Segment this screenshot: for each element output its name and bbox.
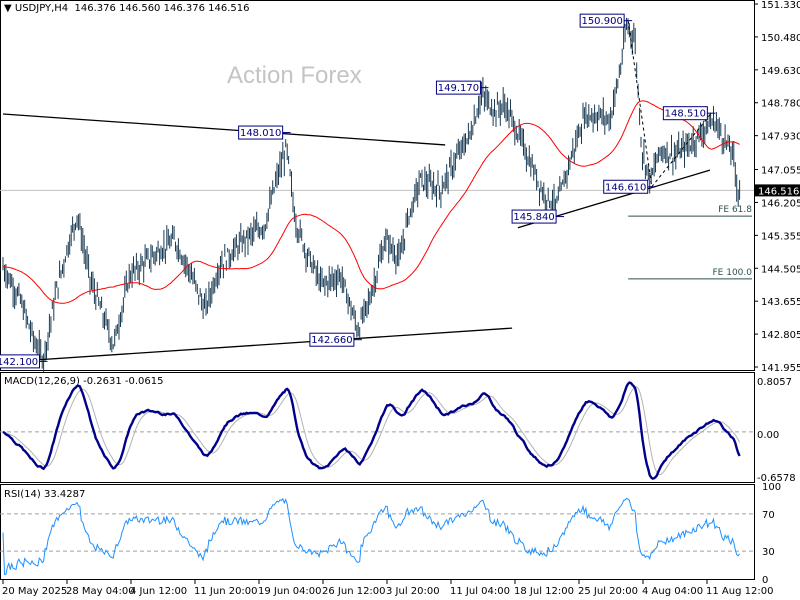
trendline [2,113,446,146]
pivot-label-box [662,106,708,121]
ohlc-values: 146.376 146.560 146.376 146.516 [74,3,250,14]
price-axis-label: 151.330 [761,0,800,11]
price-axis-label: 142.805 [761,330,800,341]
rsi-axis-label: 100 [762,482,781,493]
rsi-pane-frame [0,484,755,580]
price-axis-label: 143.655 [761,297,800,308]
pivot-label-box [309,332,355,347]
pivot-label-box [435,80,481,95]
pivot-label-box [238,125,284,140]
time-axis-label: 18 Jul 12:00 [514,586,574,597]
price-axis-label: 141.955 [761,363,800,374]
macd-main-line [2,381,741,480]
pivot-label-box [511,209,557,224]
macd-title: MACD(12,26,9) -0.2631 -0.0615 [4,376,164,387]
macd-lines [2,381,741,480]
time-axis-label: 25 Jul 20:00 [578,586,638,597]
pivot-label-box [0,354,40,369]
time-axis-label: 19 Jun 04:00 [258,586,322,597]
rsi-axis-label: 0 [762,575,768,586]
price-axis-label: 145.355 [761,231,800,242]
time-axis-label: 11 Aug 12:00 [706,586,773,597]
price-pane-frame [0,0,755,371]
time-axis-label: 26 Jun 12:00 [322,586,386,597]
watermark: Action Forex [227,62,362,89]
current-price-tag [755,184,800,197]
price-axis-label: 148.780 [761,99,800,110]
fib-level-label: FE 61.8 [718,205,752,215]
time-axis-label: 3 Jul 20:00 [386,586,440,597]
pivot-labels: 142.100 148.010 142.660 149.170 145.840 150.9… [0,13,716,369]
rsi-axis-label: 70 [762,510,775,521]
rsi-line-path [2,497,741,575]
macd-axis-label: 0.8057 [757,377,792,388]
time-axis-label: 20 May 2025 [2,586,67,597]
macd-pane-frame [0,372,755,483]
moving-average [2,100,740,304]
price-axis-label: 147.055 [761,166,800,177]
trendline [651,112,712,188]
pane-frames [0,0,755,580]
time-axis-label: 28 May 04:00 [66,586,135,597]
macd-axis-label: -0.6578 [757,473,796,484]
moving-average-line [2,100,740,304]
time-axis-label: 11 Jul 04:00 [450,586,510,597]
price-axis-label: 147.930 [761,132,800,143]
price-axis-label: 146.205 [761,198,800,209]
pivot-label-box [603,179,649,194]
pivot-label: 142.660 [311,335,352,346]
pivot-label: 142.100 [0,357,38,368]
macd-axis-label: 0.00 [757,430,779,441]
fib-level-label: FE 100.0 [713,268,753,278]
time-axis-label: 4 Jun 12:00 [130,586,187,597]
dropdown-triangle-icon[interactable]: ▼ [4,3,15,14]
pivot-label: 149.170 [438,83,479,94]
pivot-label: 148.510 [665,109,706,120]
rsi-title: RSI(14) 33.4287 [4,489,86,500]
current-price-label: 146.516 [758,186,799,197]
price-axis-label: 150.480 [761,33,800,44]
symbol-label: USDJPY,H4 [14,3,69,14]
price-axis-label: 149.630 [761,66,800,77]
price-bars [2,17,741,372]
rsi-line [2,497,741,575]
trendline [627,20,653,187]
pivot-label: 150.900 [581,16,622,27]
chart-header: ▼ USDJPY,H4 146.376 146.560 146.376 146.… [4,3,249,14]
macd-signal-line [2,386,741,476]
pivot-label-box [579,13,625,28]
time-axis-label: 4 Aug 04:00 [642,586,703,597]
pivot-label: 145.840 [513,212,554,223]
price-axis-label: 144.505 [761,264,800,275]
pivot-label: 148.010 [240,128,281,139]
time-axis-label: 11 Jun 20:00 [194,586,258,597]
trendline [2,327,513,363]
pivot-label: 146.610 [605,182,646,193]
rsi-axis-label: 30 [762,547,775,558]
